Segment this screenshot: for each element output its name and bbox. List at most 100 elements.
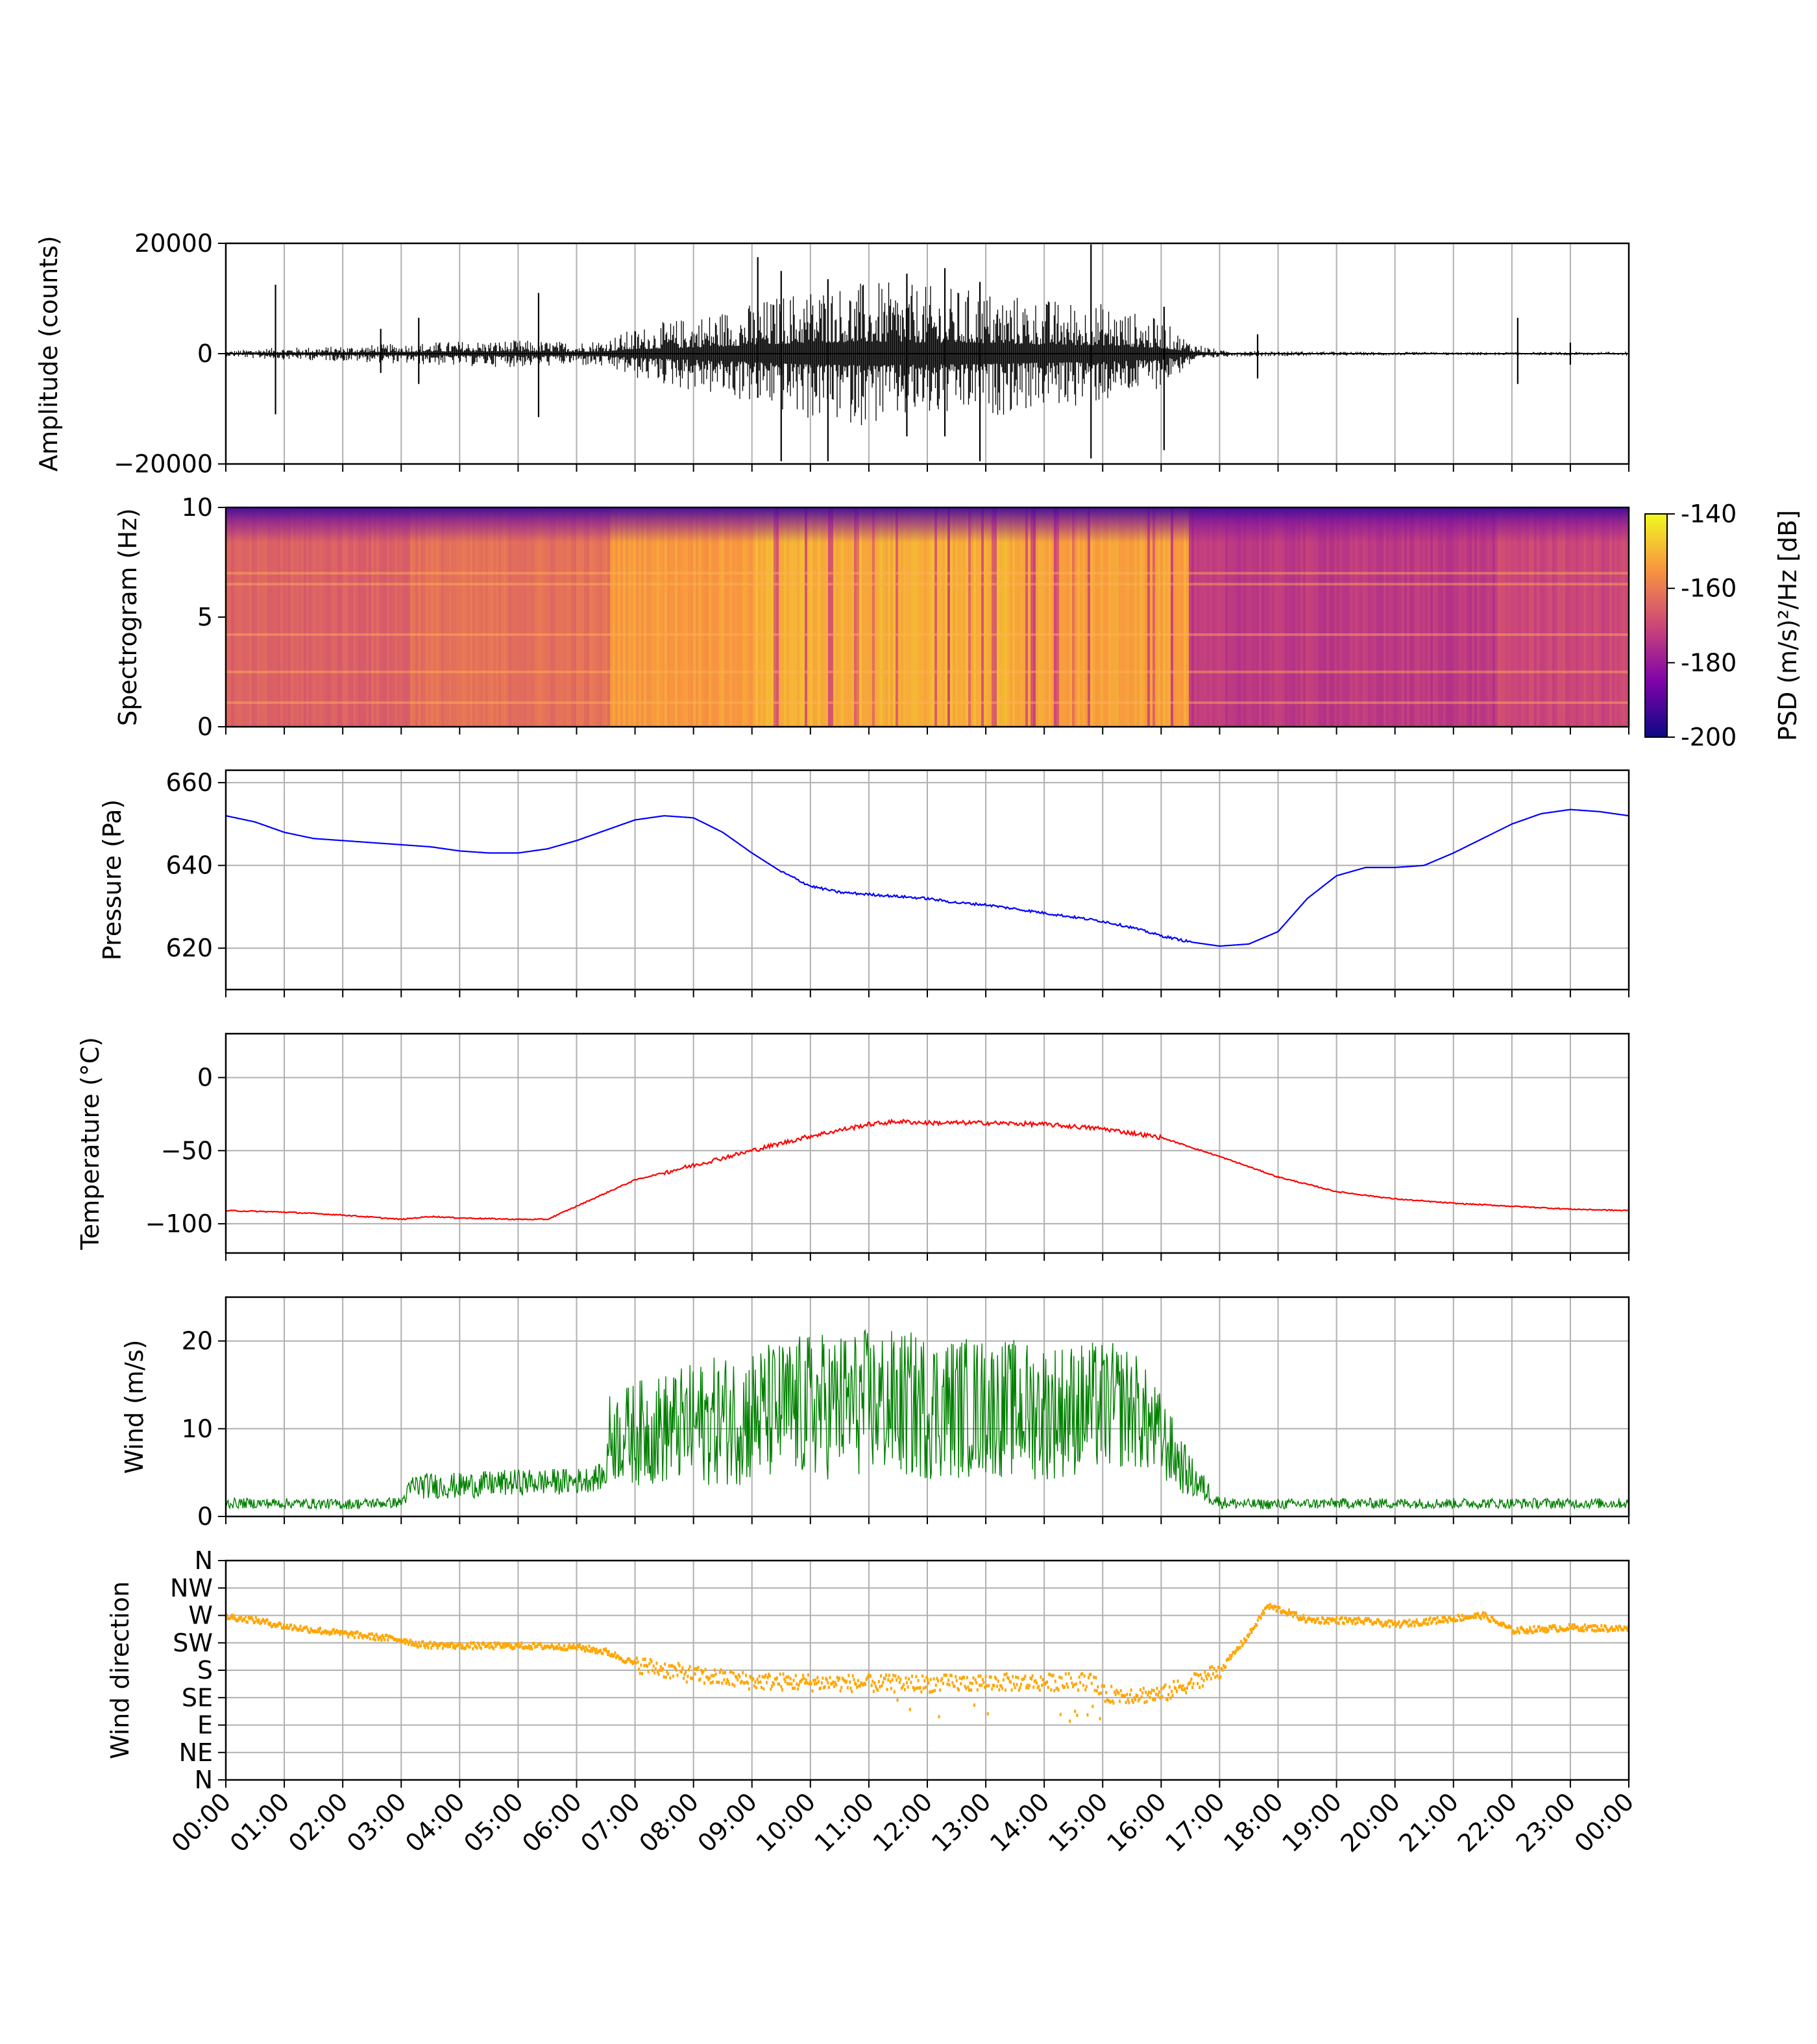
spectrogram-column [309,507,312,727]
spectrogram-column [1363,507,1366,727]
spectrogram-column [1412,507,1415,727]
y-tick-label: N [195,1546,213,1575]
spectrogram-column [410,507,413,727]
spectrogram-column [901,507,904,727]
spectrogram-column [1461,507,1465,727]
spectrogram-column [550,507,554,727]
spectrogram-column [1329,507,1332,727]
spectrogram-column [1191,507,1195,727]
colorbar-tick-label: -140 [1681,500,1737,528]
x-tick-label: 10:00 [751,1787,822,1858]
spectrogram-column [1516,507,1519,727]
spectrogram-column [1067,507,1070,727]
spectrogram-column [1456,507,1459,727]
spectrogram-column [794,507,798,727]
spectrogram-column [418,507,421,727]
spectrogram-column [340,507,343,727]
spectrogram-column [740,507,743,727]
spectrogram-column [1238,507,1241,727]
spectrogram-column [1090,507,1093,727]
spectrogram-column [270,507,273,727]
spectrogram-column [709,507,712,727]
spectrogram-column [947,507,951,727]
spectrogram-column [1337,507,1340,727]
spectrogram-column [1251,507,1254,727]
x-tick-label: 07:00 [575,1787,646,1858]
spectrogram-column [1259,507,1262,727]
x-tick-label: 05:00 [458,1787,529,1858]
spectrogram-column [703,507,707,727]
spectrogram-column [306,507,310,727]
spectrogram-column [1555,507,1558,727]
spectrogram-column [1020,507,1023,727]
spectrogram-column [1056,507,1060,727]
spectrogram-column [1287,507,1291,727]
spectrogram-column [293,507,297,727]
spectrogram-column [1064,507,1067,727]
spectrogram-column [361,507,364,727]
spectrogram-column [675,507,678,727]
spectrogram-column [1103,507,1106,727]
wind-series [226,1328,1629,1511]
spectrogram-column [1607,507,1610,727]
spectrogram-column [1568,507,1571,727]
spectrogram-column [1059,507,1062,727]
spectrogram-column [799,507,803,727]
y-tick-label: 20000 [134,229,213,258]
spectrogram-column [1508,507,1511,727]
spectrogram-column [1101,507,1104,727]
spectrogram-column [522,507,525,727]
spectrogram-column [1513,507,1517,727]
spectrogram-column [1158,507,1161,727]
x-tick-label: 23:00 [1511,1787,1581,1858]
spectrogram-column [1249,507,1252,727]
spectrogram-column [945,507,948,727]
spectrogram-column [1581,507,1584,727]
spectrogram-column [353,507,356,727]
spectrogram-column [561,507,564,727]
spectrogram-column [1049,507,1052,727]
y-tick-label: 640 [165,851,213,880]
x-tick-label: 17:00 [1160,1787,1230,1858]
spectrogram-column [1095,507,1099,727]
spectrogram-column [1526,507,1530,727]
spectrogram-column [802,507,805,727]
spectrogram-column [506,507,509,727]
spectrogram-column [236,507,239,727]
spectrogram-column [768,507,772,727]
spectrogram-column [693,507,696,727]
spectrogram-column [558,507,561,727]
spectrogram-column [1269,507,1273,727]
spectrogram-column [280,507,284,727]
spectrogram-column [758,507,761,727]
spectrogram-column [376,507,380,727]
spectrogram-column [903,507,907,727]
spectrogram-column [465,507,468,727]
spectrogram-column [454,507,457,727]
spectrogram-column [1124,507,1127,727]
spectrogram-column [1129,507,1132,727]
y-tick-label: 0 [197,712,213,741]
y-axis-label: Temperature (°C) [76,1037,104,1250]
spectrogram-column [1098,507,1101,727]
spectrogram-column [449,507,452,727]
spectrogram-column [774,507,777,727]
spectrogram-column [555,507,559,727]
spectrogram-column [631,507,634,727]
spectrogram-column [1428,507,1431,727]
spectrogram-column [644,507,647,727]
spectrogram-column [742,507,746,727]
spectrogram-column [1498,507,1501,727]
spectrogram-column [532,507,535,727]
spectrogram-column [1194,507,1197,727]
spectrogram-column [545,507,548,727]
spectrogram-column [1402,507,1405,727]
spectrogram-column [883,507,886,727]
spectrogram-column [670,507,673,727]
spectrogram-column [1550,507,1553,727]
spectrogram-column [1565,507,1568,727]
spectrogram-column [748,507,751,727]
spectrogram-column [1121,507,1125,727]
spectrogram-column [1137,507,1140,727]
spectrogram-column [958,507,961,727]
